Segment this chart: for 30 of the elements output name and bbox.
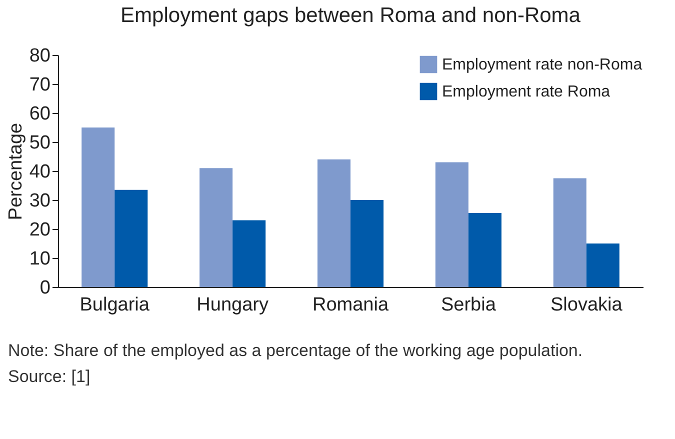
chart-title: Employment gaps between Roma and non-Roma bbox=[120, 4, 581, 27]
y-tick-label: 60 bbox=[29, 104, 50, 124]
y-tick-label: 20 bbox=[29, 220, 50, 240]
legend-label: Employment rate non-Roma bbox=[442, 56, 642, 74]
bar bbox=[553, 178, 586, 287]
bar bbox=[468, 213, 502, 287]
x-tick-label: Serbia bbox=[440, 294, 496, 316]
x-tick-label: Romania bbox=[312, 294, 389, 316]
bar bbox=[82, 128, 115, 287]
bar bbox=[200, 168, 233, 287]
x-tick-label: Bulgaria bbox=[80, 294, 150, 316]
bar bbox=[114, 190, 148, 287]
y-tick-label: 70 bbox=[29, 74, 50, 96]
bar bbox=[317, 159, 350, 287]
y-tick-label: 50 bbox=[29, 132, 50, 154]
bar bbox=[586, 244, 620, 287]
text: Note: Share of the employed as a percentage of the working age population. bbox=[8, 341, 584, 361]
bar bbox=[232, 220, 266, 287]
y-tick-label: 30 bbox=[29, 190, 50, 212]
bar bbox=[435, 162, 468, 287]
y-tick-label: 10 bbox=[29, 248, 50, 270]
y-tick-label: 80 bbox=[29, 46, 50, 66]
x-tick-label: Hungary bbox=[196, 294, 269, 316]
bar bbox=[350, 200, 384, 287]
y-tick-label: 0 bbox=[40, 278, 50, 298]
x-tick-label: Slovakia bbox=[550, 294, 623, 316]
legend-label: Employment rate Roma bbox=[442, 84, 610, 100]
source-note: Source: [1] bbox=[8, 367, 92, 387]
y-axis-title: Percentage bbox=[5, 122, 26, 220]
y-tick-label: 40 bbox=[29, 162, 50, 182]
